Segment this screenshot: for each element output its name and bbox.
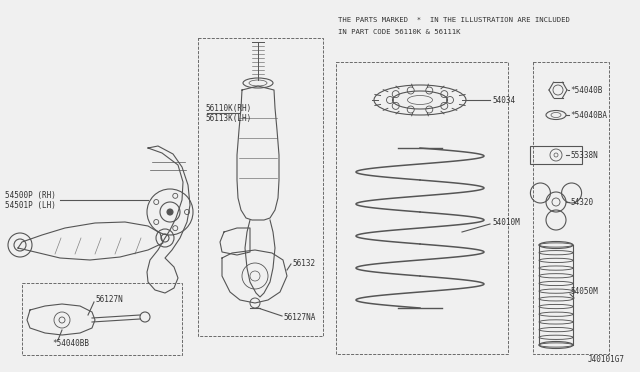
Text: 56127NA: 56127NA bbox=[283, 314, 316, 323]
Text: J40101G7: J40101G7 bbox=[588, 355, 625, 364]
Bar bbox=[198, 38, 323, 336]
Text: *54040B: *54040B bbox=[570, 86, 602, 94]
Text: 54034: 54034 bbox=[492, 96, 515, 105]
Text: 56110K(RH): 56110K(RH) bbox=[205, 103, 252, 112]
Text: 54500P (RH): 54500P (RH) bbox=[5, 190, 56, 199]
Bar bbox=[336, 62, 508, 354]
Text: *54040BB: *54040BB bbox=[52, 339, 89, 347]
Text: 56132: 56132 bbox=[292, 259, 315, 267]
Text: 54010M: 54010M bbox=[492, 218, 520, 227]
Bar bbox=[533, 62, 609, 354]
Text: 54320: 54320 bbox=[570, 198, 593, 206]
Bar bbox=[530, 146, 582, 164]
Text: 54050M: 54050M bbox=[570, 288, 598, 296]
Text: *54040BA: *54040BA bbox=[570, 110, 607, 119]
Text: IN PART CODE 56110K & 56111K: IN PART CODE 56110K & 56111K bbox=[338, 29, 461, 35]
Circle shape bbox=[167, 209, 173, 215]
Text: 56113K(LH): 56113K(LH) bbox=[205, 113, 252, 122]
Text: 56127N: 56127N bbox=[95, 295, 123, 305]
Text: THE PARTS MARKED  *  IN THE ILLUSTRATION ARE INCLUDED: THE PARTS MARKED * IN THE ILLUSTRATION A… bbox=[338, 17, 570, 23]
Text: 54501P (LH): 54501P (LH) bbox=[5, 201, 56, 209]
Text: 55338N: 55338N bbox=[570, 151, 598, 160]
Bar bbox=[22, 283, 182, 355]
